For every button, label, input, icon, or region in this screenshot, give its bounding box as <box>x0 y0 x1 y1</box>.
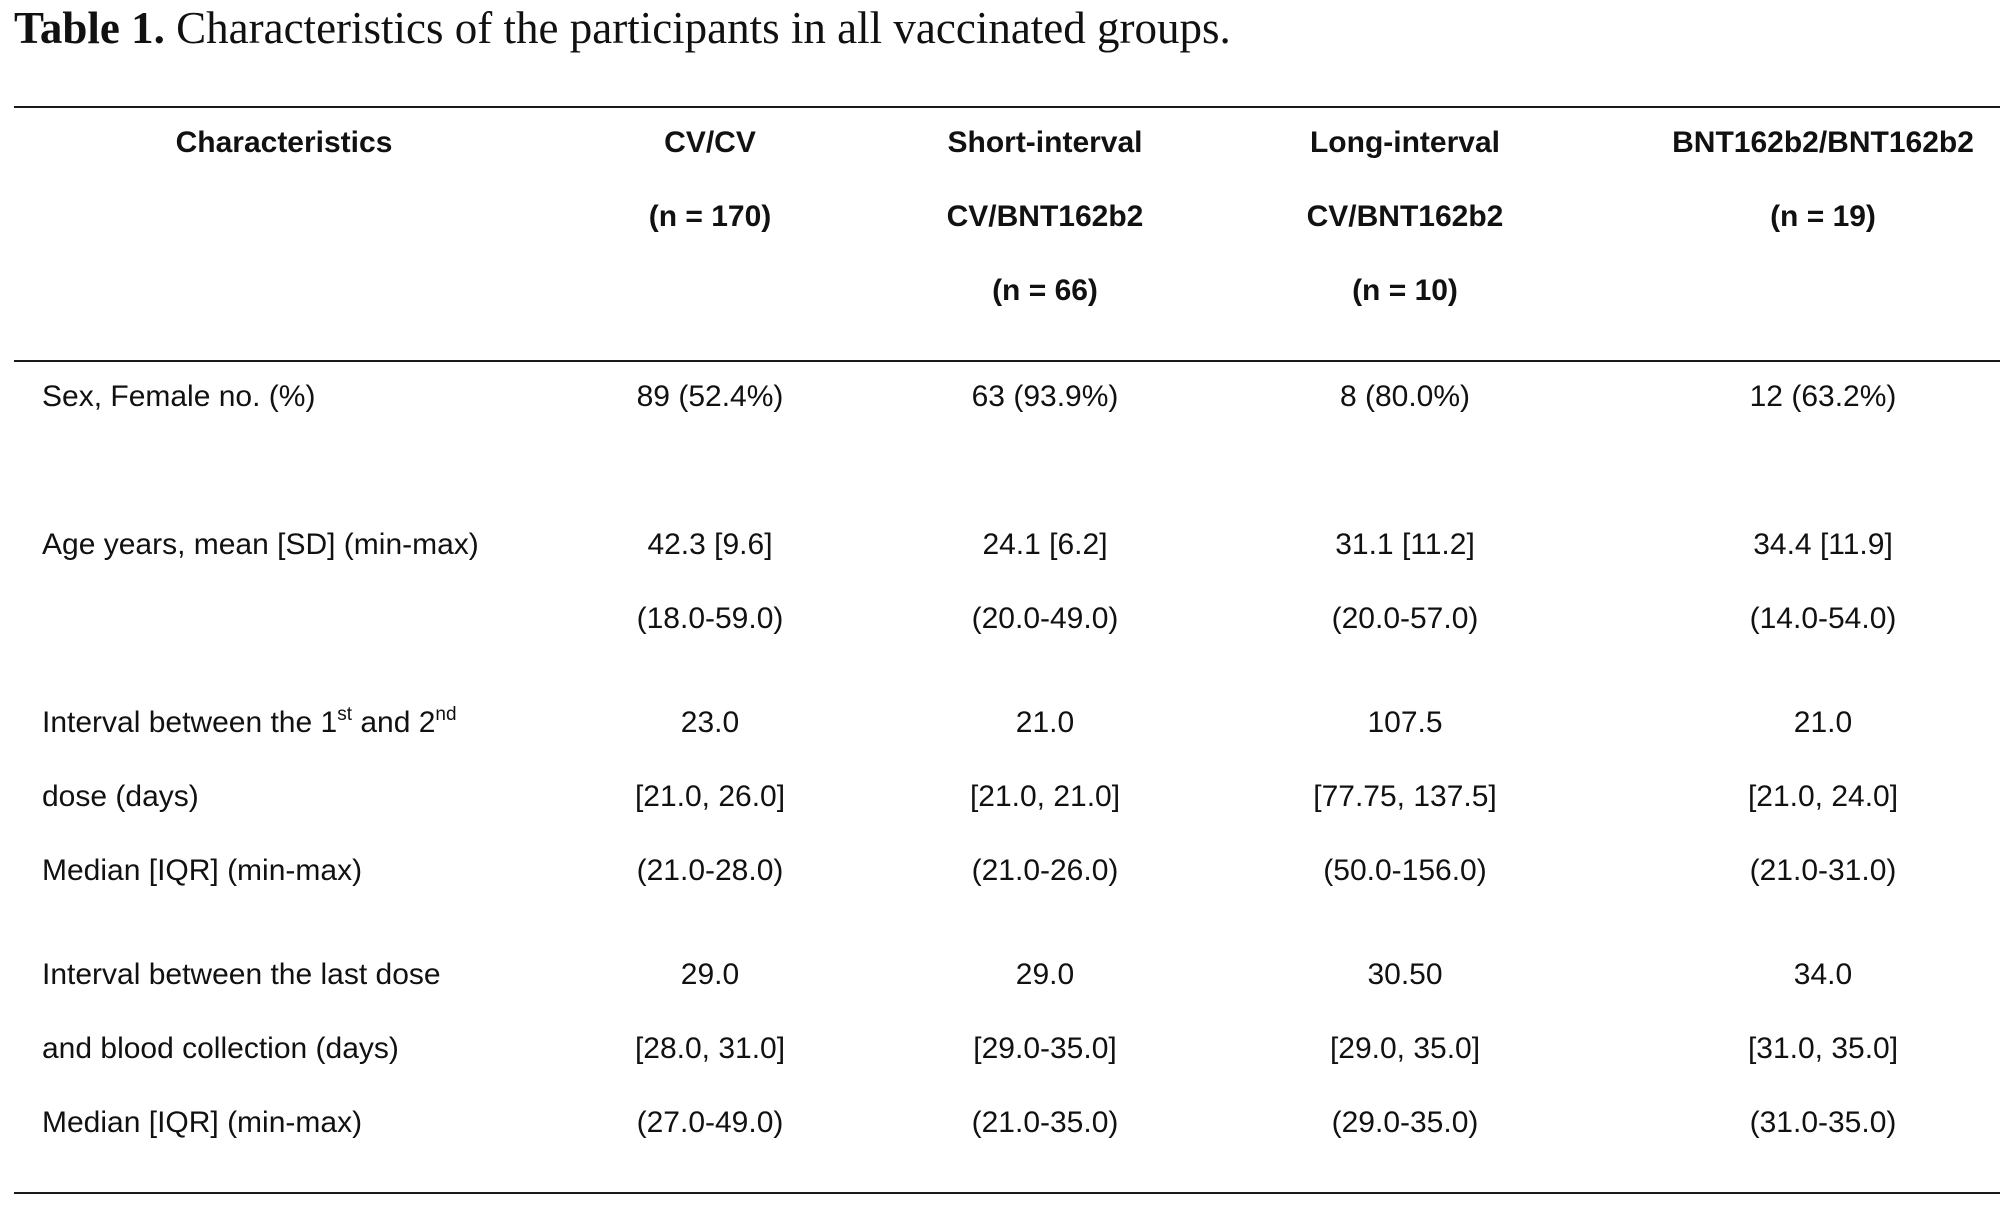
cell-line: 29.0 <box>680 958 740 991</box>
row-label-sex: Sex, Female no. (%) <box>42 380 316 413</box>
table-cell: 21.0 [21.0, 21.0] (21.0-26.0) <box>900 686 1190 908</box>
cell-line: [21.0, 21.0] <box>969 780 1121 813</box>
row-label-line: Median [IQR] (min-max) <box>42 1106 363 1139</box>
cell-line: (21.0-26.0) <box>971 854 1119 887</box>
row-label-blood-interval: Interval between the last dose and blood… <box>42 938 582 1160</box>
row-label-dose-interval: Interval between the 1st and 2nd dose (d… <box>42 686 582 908</box>
header-long-interval-n: (n = 10) <box>1352 274 1458 307</box>
cell-line: 34.4 [11.9] <box>1753 528 1893 561</box>
cell-line: 34.0 <box>1793 958 1853 991</box>
header-characteristics-label: Characteristics <box>175 126 393 159</box>
header-cv-cv-n: (n = 170) <box>648 200 772 233</box>
table-cell: 29.0 [28.0, 31.0] (27.0-49.0) <box>620 938 800 1160</box>
cell-line: 30.50 <box>1367 958 1443 991</box>
table-cell: 89 (52.4%) <box>636 380 784 413</box>
cell-line: [29.0, 35.0] <box>1329 1032 1481 1065</box>
cell-line: 31.1 [11.2] <box>1335 528 1475 561</box>
table-top-rule <box>14 106 2000 108</box>
header-cv-cv: CV/CV (n = 170) <box>620 106 800 254</box>
table-cell: 42.3 [9.6] (18.0-59.0) <box>620 508 800 656</box>
header-long-interval-line1: Long-interval <box>1309 126 1500 159</box>
cell-line: [21.0, 26.0] <box>634 780 786 813</box>
cell-line: [31.0, 35.0] <box>1747 1032 1899 1065</box>
header-bnt-bnt: BNT162b2/BNT162b2 (n = 19) <box>1646 106 2000 254</box>
row-label-text: Interval between the 1 <box>42 706 338 739</box>
table-cell: 23.0 [21.0, 26.0] (21.0-28.0) <box>620 686 800 908</box>
table-cell: 34.4 [11.9] (14.0-54.0) <box>1646 508 2000 656</box>
row-label-line: Interval between the last dose <box>42 958 441 991</box>
cell-line: [29.0-35.0] <box>973 1032 1117 1065</box>
table-cell: 21.0 [21.0, 24.0] (21.0-31.0) <box>1646 686 2000 908</box>
header-cv-cv-name: CV/CV <box>664 126 756 159</box>
cell-line: (50.0-156.0) <box>1323 854 1487 887</box>
cell-line: [28.0, 31.0] <box>634 1032 786 1065</box>
table-cell: 107.5 [77.75, 137.5] (50.0-156.0) <box>1260 686 1550 908</box>
table-cell: 12 (63.2%) <box>1749 380 1897 413</box>
table-cell: 31.1 [11.2] (20.0-57.0) <box>1260 508 1550 656</box>
row-label-text: and 2 <box>351 706 436 739</box>
cell-line: 107.5 <box>1367 706 1443 739</box>
cell-line: 23.0 <box>680 706 740 739</box>
header-bnt-bnt-name: BNT162b2/BNT162b2 <box>1672 126 1974 159</box>
header-bnt-bnt-n: (n = 19) <box>1770 200 1876 233</box>
row-label-line: dose (days) <box>42 780 199 813</box>
cell-line: 21.0 <box>1015 706 1075 739</box>
cell-line: 29.0 <box>1015 958 1075 991</box>
header-long-interval-line2: CV/BNT162b2 <box>1306 200 1504 233</box>
table-cell: 29.0 [29.0-35.0] (21.0-35.0) <box>900 938 1190 1160</box>
cell-line: 24.1 [6.2] <box>982 528 1108 561</box>
cell-line: (21.0-31.0) <box>1749 854 1897 887</box>
row-label-line: Median [IQR] (min-max) <box>42 854 363 887</box>
row-label-line: and blood collection (days) <box>42 1032 399 1065</box>
cell-line: (20.0-49.0) <box>971 602 1119 635</box>
cell-line: [21.0, 24.0] <box>1747 780 1899 813</box>
cell-line: 21.0 <box>1793 706 1853 739</box>
table-caption-text: Characteristics of the participants in a… <box>176 3 1231 53</box>
header-long-interval: Long-interval CV/BNT162b2 (n = 10) <box>1260 106 1550 328</box>
table-header-rule <box>14 360 2000 362</box>
header-short-interval-line2: CV/BNT162b2 <box>946 200 1144 233</box>
cell-line: (20.0-57.0) <box>1331 602 1479 635</box>
table-cell: 30.50 [29.0, 35.0] (29.0-35.0) <box>1260 938 1550 1160</box>
header-short-interval-n: (n = 66) <box>992 274 1098 307</box>
table-cell: 24.1 [6.2] (20.0-49.0) <box>900 508 1190 656</box>
cell-line: (14.0-54.0) <box>1749 602 1897 635</box>
table-cell: 8 (80.0%) <box>1339 380 1471 413</box>
cell-line: (21.0-28.0) <box>636 854 784 887</box>
cell-line: [77.75, 137.5] <box>1313 780 1497 813</box>
table-cell: 63 (93.9%) <box>971 380 1119 413</box>
header-short-interval: Short-interval CV/BNT162b2 (n = 66) <box>900 106 1190 328</box>
row-label-age: Age years, mean [SD] (min-max) <box>42 528 479 561</box>
table-cell: 34.0 [31.0, 35.0] (31.0-35.0) <box>1646 938 2000 1160</box>
cell-line: (29.0-35.0) <box>1331 1106 1479 1139</box>
cell-line: (18.0-59.0) <box>636 602 784 635</box>
header-short-interval-line1: Short-interval <box>947 126 1143 159</box>
cell-line: (31.0-35.0) <box>1749 1106 1897 1139</box>
cell-line: (21.0-35.0) <box>971 1106 1119 1139</box>
row-label-superscript: nd <box>435 704 457 725</box>
row-label-line: Interval between the 1st and 2nd <box>42 686 582 760</box>
table-caption: Table 1. Characteristics of the particip… <box>14 2 1231 54</box>
row-label-superscript: st <box>337 704 352 725</box>
table-bottom-rule <box>14 1192 2000 1194</box>
cell-line: 42.3 [9.6] <box>647 528 773 561</box>
header-characteristics: Characteristics <box>14 106 554 180</box>
table-caption-label: Table 1. <box>14 3 165 53</box>
cell-line: (27.0-49.0) <box>636 1106 784 1139</box>
